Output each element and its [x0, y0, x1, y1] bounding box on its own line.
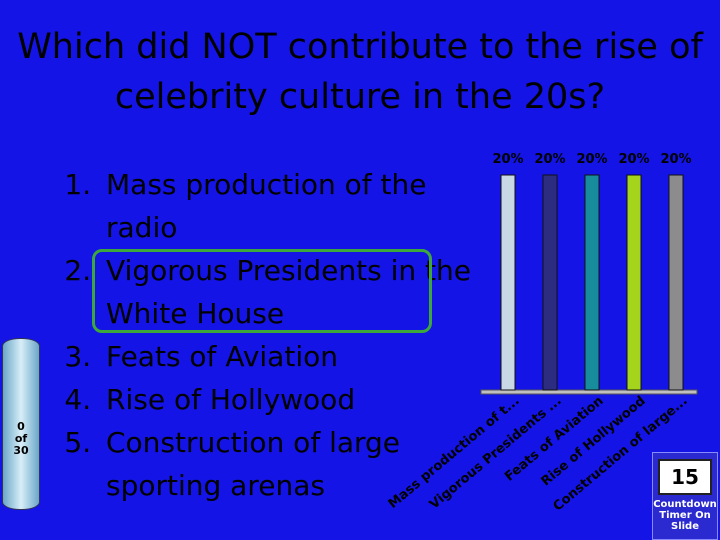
count: 0	[17, 420, 25, 433]
countdown-timer: 15 Countdown Timer On Slide	[652, 452, 718, 540]
answer: Mass production of the radio	[100, 163, 500, 249]
bar	[500, 174, 516, 391]
timer-seconds: 15	[658, 459, 712, 495]
value-label: 20%	[492, 152, 523, 167]
timer-caption: Countdown Timer On Slide	[653, 499, 717, 532]
bar	[626, 174, 642, 391]
value-label: 20%	[660, 152, 691, 167]
bar	[584, 174, 600, 391]
answer: Construction of large sporting arenas	[100, 421, 500, 507]
count-of: of	[14, 432, 28, 445]
answer: Feats of Aviation	[100, 335, 500, 378]
response-counter: 0 of 30	[2, 338, 40, 510]
title: Which did NOT contribute to the rise of …	[17, 27, 703, 117]
answer: Rise of Hollywood	[100, 378, 500, 421]
answer: Vigorous Presidents in the White House	[100, 249, 500, 335]
value-label: 20%	[534, 152, 565, 167]
answer-list: Mass production of the radio Vigorous Pr…	[40, 163, 500, 507]
bar	[668, 174, 684, 391]
chart-floor	[480, 389, 698, 395]
bar	[542, 174, 558, 391]
value-label: 20%	[576, 152, 607, 167]
count-total: 30	[13, 444, 29, 457]
correct-highlight	[92, 249, 432, 333]
value-label: 20%	[618, 152, 649, 167]
